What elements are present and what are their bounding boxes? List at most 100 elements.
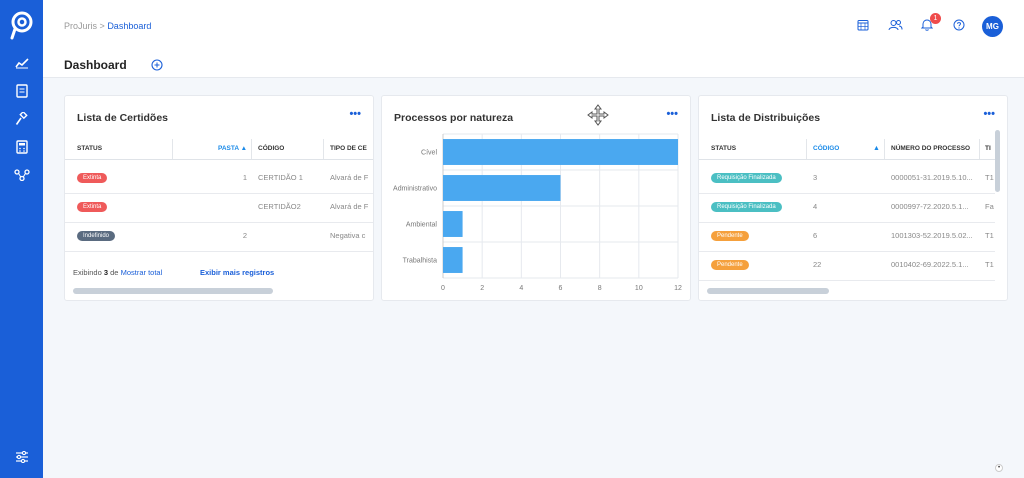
certidoes-card: Lista de Certidões ••• STATUS PASTA ▲ CÓ…	[64, 95, 374, 301]
cell-pasta: 2	[242, 231, 247, 240]
dot-icon: •	[997, 465, 1001, 471]
natureza-menu-button[interactable]: •••	[666, 108, 678, 120]
cell-numero: 0000997-72.2020.5.1...	[891, 202, 969, 211]
y-category-label: Cível	[421, 150, 437, 157]
calculator-icon	[15, 139, 28, 159]
cell-extra: Fa	[985, 202, 994, 211]
bar	[443, 247, 463, 273]
help-icon	[953, 18, 965, 36]
document-icon	[15, 83, 28, 103]
show-more-records-link[interactable]: Exibir mais registros	[200, 268, 275, 277]
records-summary: Exibindo 3 de Mostrar total	[73, 268, 163, 277]
sort-up-icon: ▲	[240, 145, 248, 152]
vertical-scrollbar[interactable]	[995, 130, 1000, 192]
column-pasta[interactable]: PASTA ▲	[218, 145, 248, 152]
status-badge: Pendente	[711, 260, 749, 270]
move-icon	[587, 104, 609, 130]
cell-extra: T1	[985, 173, 994, 182]
bar	[443, 139, 678, 165]
avatar[interactable]: MG	[982, 16, 1003, 37]
cell-tipo: Alvará de F	[330, 202, 369, 211]
breadcrumb-root[interactable]: ProJuris	[64, 21, 98, 31]
column-codigo[interactable]: CÓDIGO	[258, 145, 285, 152]
y-category-label: Trabalhista	[403, 258, 437, 265]
sidebar-item-workflow[interactable]	[8, 168, 36, 186]
calendar-button[interactable]	[854, 18, 872, 36]
horizontal-scrollbar[interactable]	[73, 288, 273, 294]
y-category-label: Ambiental	[406, 222, 438, 229]
column-tipo[interactable]: TIPO DE CE	[330, 145, 367, 152]
sidebar-item-dashboard[interactable]	[8, 56, 36, 74]
x-tick-label: 6	[559, 285, 563, 292]
x-tick-label: 0	[441, 285, 445, 292]
cell-codigo: 6	[813, 231, 818, 240]
help-button[interactable]	[950, 18, 968, 36]
column-status[interactable]: STATUS	[77, 145, 103, 152]
gavel-icon	[15, 110, 29, 131]
cell-numero: 1001303-52.2019.5.02...	[891, 231, 973, 240]
page-title: Dashboard	[64, 58, 127, 72]
distribuicoes-title: Lista de Distribuições	[711, 112, 821, 124]
show-total-link[interactable]: Mostrar total	[120, 268, 163, 277]
cell-codigo: 3	[813, 173, 818, 182]
distribuicoes-card: Lista de Distribuições ••• STATUS CÓDIGO…	[698, 95, 1008, 301]
bar	[443, 175, 561, 201]
y-category-label: Administrativo	[393, 186, 437, 193]
projuris-logo[interactable]	[9, 10, 35, 40]
sidebar-item-finance[interactable]	[8, 139, 36, 159]
users-icon	[888, 18, 903, 36]
bell-icon	[920, 18, 934, 36]
cell-pasta: 1	[242, 173, 247, 182]
breadcrumb: ProJuris > Dashboard	[64, 21, 151, 31]
bar	[443, 211, 463, 237]
plus-circle-icon	[151, 58, 163, 75]
status-badge: Extinta	[77, 202, 108, 212]
network-icon	[13, 168, 30, 186]
sliders-icon	[15, 450, 29, 468]
chart-line-icon	[14, 56, 29, 74]
scroll-to-top-button[interactable]: •	[995, 464, 1003, 472]
topbar: ProJuris > Dashboard 1 MG	[43, 0, 1024, 52]
cell-codigo: 22	[813, 260, 822, 269]
sidebar-settings[interactable]	[8, 450, 36, 468]
add-dashboard-button[interactable]	[151, 58, 163, 71]
x-tick-label: 10	[635, 285, 643, 292]
certidoes-table: STATUS PASTA ▲ CÓDIGO TIPO DE CE Extinta…	[65, 139, 373, 259]
column-extra[interactable]: TI	[985, 145, 991, 152]
distribuicoes-menu-button[interactable]: •••	[983, 108, 995, 120]
horizontal-scrollbar[interactable]	[707, 288, 829, 294]
column-codigo[interactable]: CÓDIGO	[813, 145, 840, 152]
status-badge: Extinta	[77, 173, 108, 183]
cell-tipo: Negativa c	[330, 231, 366, 240]
status-badge: Pendente	[711, 231, 749, 241]
cell-codigo: CERTIDÃO2	[258, 202, 301, 211]
cell-extra: T1	[985, 231, 994, 240]
calendar-icon	[857, 18, 869, 36]
certidoes-menu-button[interactable]: •••	[349, 108, 361, 120]
status-badge: Requisição Finalizada	[711, 202, 782, 212]
cell-codigo: 4	[813, 202, 818, 211]
cell-codigo: CERTIDÃO 1	[258, 173, 303, 182]
breadcrumb-separator: >	[99, 21, 105, 31]
users-button[interactable]	[886, 18, 904, 36]
cell-extra: T1	[985, 260, 994, 269]
column-status[interactable]: STATUS	[711, 145, 737, 152]
sidebar-item-documents[interactable]	[8, 83, 36, 103]
x-tick-label: 12	[674, 285, 682, 292]
sort-up-icon[interactable]: ▲	[873, 145, 880, 152]
cell-numero: 0000051-31.2019.5.10...	[891, 173, 973, 182]
x-tick-label: 8	[598, 285, 602, 292]
sidebar	[0, 0, 43, 478]
x-tick-label: 4	[519, 285, 523, 292]
sidebar-item-processes[interactable]	[8, 110, 36, 131]
natureza-title: Processos por natureza	[394, 112, 514, 124]
column-numero-processo[interactable]: NÚMERO DO PROCESSO	[891, 145, 971, 152]
move-handle[interactable]	[587, 104, 609, 131]
notifications-button[interactable]: 1	[918, 12, 941, 36]
breadcrumb-current[interactable]: Dashboard	[107, 21, 152, 31]
status-badge: Requisição Finalizada	[711, 173, 782, 183]
certidoes-title: Lista de Certidões	[77, 112, 169, 124]
x-tick-label: 2	[480, 285, 484, 292]
cell-numero: 0010402-69.2022.5.1...	[891, 260, 969, 269]
distribuicoes-table: STATUS CÓDIGO ▲ NÚMERO DO PROCESSO TI Re…	[699, 139, 995, 281]
